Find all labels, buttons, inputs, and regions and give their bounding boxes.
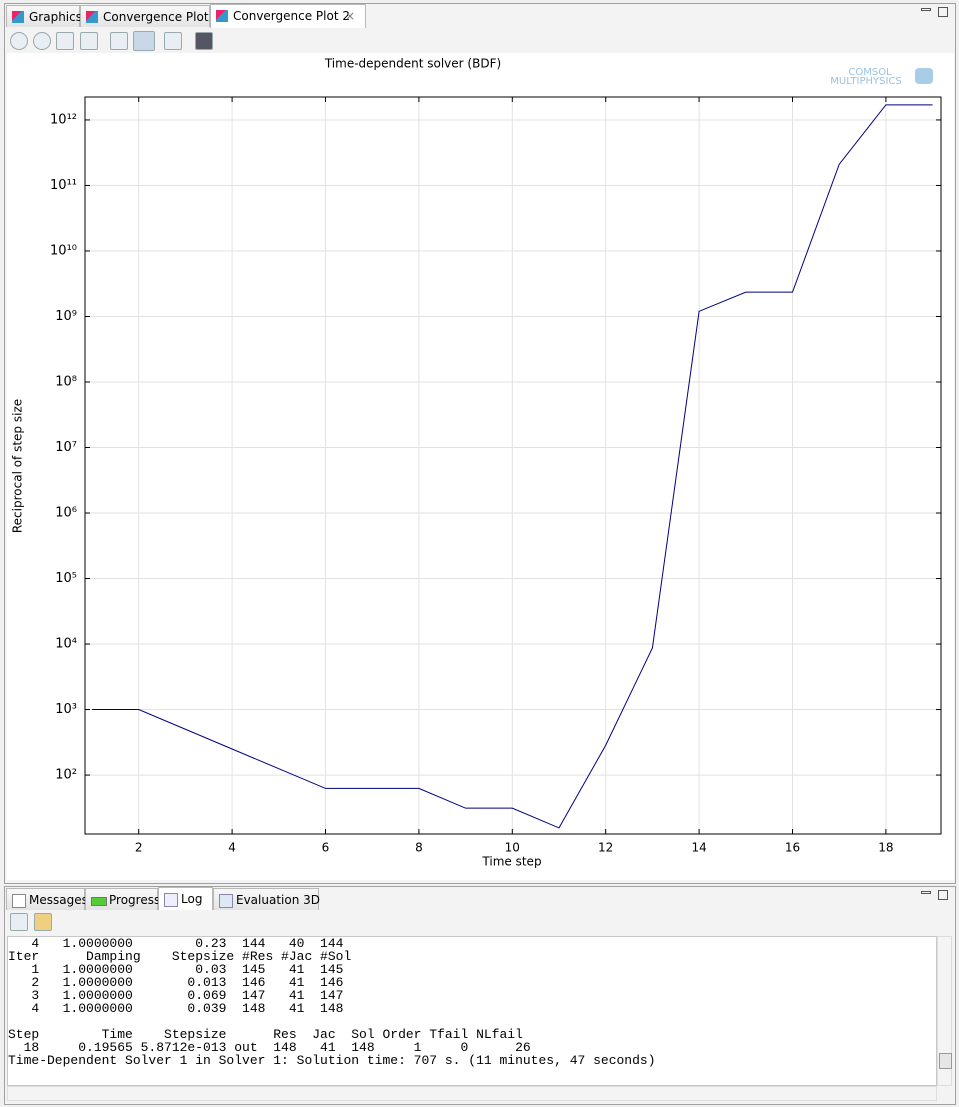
snapshot[interactable] <box>195 32 213 50</box>
log-line: Time-Dependent Solver 1 in Solver 1: Sol… <box>8 1053 656 1068</box>
x-tick-label: 2 <box>135 841 143 855</box>
tab-icon <box>216 10 228 22</box>
zoom-extents[interactable] <box>80 32 98 50</box>
zoom-out[interactable] <box>33 32 51 50</box>
grid-y[interactable] <box>133 31 155 51</box>
y-tick-label: 10⁵ <box>55 571 77 586</box>
x-tick-label: 8 <box>415 841 423 855</box>
tab[interactable]: Graphics <box>6 5 82 27</box>
y-tick-label: 10⁶ <box>55 506 77 521</box>
log-line: 18 0.19565 5.8712e-013 out 148 41 148 1 … <box>8 1040 531 1055</box>
chart-title: Time-dependent solver (BDF) <box>324 57 501 71</box>
zoom-in[interactable] <box>10 32 28 50</box>
clear-log[interactable] <box>34 913 52 931</box>
grid-x[interactable] <box>110 32 128 50</box>
log-line: Iter Damping Stepsize #Res #Jac #Sol <box>8 949 352 964</box>
maximize[interactable] <box>938 890 948 900</box>
tab-label: Progress <box>109 893 161 907</box>
y-tick-label: 10¹⁰ <box>50 243 77 258</box>
zoom-box[interactable] <box>56 32 74 50</box>
log-line: 4 1.0000000 0.039 148 41 148 <box>8 1001 344 1016</box>
x-tick-label: 14 <box>691 841 706 855</box>
log-block: Step Time Stepsize Res Jac Sol Order Tfa… <box>8 1028 656 1067</box>
tab[interactable]: Progress <box>85 888 161 910</box>
tab-icon <box>86 11 98 23</box>
scroll-lock[interactable] <box>10 913 28 931</box>
lock[interactable] <box>164 32 182 50</box>
tab[interactable]: Messages <box>6 888 88 910</box>
tab-active[interactable]: Convergence Plot 2 × <box>210 4 366 28</box>
x-tick-label: 10 <box>505 841 520 855</box>
x-tick-label: 16 <box>785 841 800 855</box>
h-scrollbar[interactable] <box>7 1086 937 1101</box>
x-tick-label: 18 <box>878 841 893 855</box>
tab-icon <box>91 897 107 906</box>
x-tick-label: 12 <box>598 841 613 855</box>
tab-icon <box>164 893 178 907</box>
close-icon[interactable]: × <box>345 9 356 23</box>
log-area: 4 1.0000000 0.23 144 40 144 Iter Damping … <box>7 936 937 1086</box>
log-line: 1 1.0000000 0.03 145 41 145 <box>8 962 344 977</box>
log-line: 4 1.0000000 0.23 144 40 144 <box>8 936 344 951</box>
logo-icon <box>915 68 933 84</box>
tab-label: Messages <box>29 893 88 907</box>
y-tick-label: 10⁴ <box>55 637 77 652</box>
log-block: 4 1.0000000 0.23 144 40 144 Iter Damping … <box>8 937 351 1015</box>
maximize[interactable] <box>938 7 948 17</box>
y-tick-label: 10³ <box>55 702 77 717</box>
plot-frame <box>84 96 942 835</box>
y-tick-label: 10¹² <box>50 112 77 127</box>
tab-label: Convergence Plot 2 <box>233 9 350 23</box>
scroll-thumb[interactable] <box>939 1053 952 1069</box>
v-scrollbar[interactable] <box>937 936 952 1086</box>
tab-active[interactable]: Log <box>158 887 213 910</box>
y-tick-label: 10¹¹ <box>50 178 77 193</box>
logo: MULTIPHYSICS <box>830 76 901 87</box>
x-tick-label: 6 <box>322 841 330 855</box>
y-tick-label: 10⁷ <box>55 440 77 455</box>
tab-label: Evaluation 3D <box>236 893 321 907</box>
y-axis-label: Reciprocal of step size <box>11 399 25 533</box>
tab[interactable]: Convergence Plot 1 <box>80 5 220 27</box>
tab-icon <box>219 894 233 908</box>
tab[interactable]: Evaluation 3D <box>213 888 321 910</box>
log-line: 3 1.0000000 0.069 147 41 147 <box>8 988 344 1003</box>
data-line <box>92 104 933 829</box>
minimize[interactable] <box>921 891 931 894</box>
tab-label: Graphics <box>29 10 82 24</box>
tab-icon <box>12 11 24 23</box>
chart: Time-dependent solver (BDF) Time step Re… <box>7 53 954 880</box>
log-line: 2 1.0000000 0.013 146 41 146 <box>8 975 344 990</box>
log-line: Step Time Stepsize Res Jac Sol Order Tfa… <box>8 1027 523 1042</box>
x-axis-label: Time step <box>481 855 541 869</box>
y-tick-label: 10⁸ <box>55 374 77 389</box>
x-tick-label: 4 <box>228 841 236 855</box>
logo: COMSOL <box>848 67 892 78</box>
minimize[interactable] <box>921 8 931 11</box>
y-tick-label: 10⁹ <box>55 309 77 324</box>
tab-label: Convergence Plot 1 <box>103 10 220 24</box>
tab-label: Log <box>181 892 203 906</box>
y-tick-label: 10² <box>55 768 77 783</box>
tab-icon <box>12 894 26 908</box>
